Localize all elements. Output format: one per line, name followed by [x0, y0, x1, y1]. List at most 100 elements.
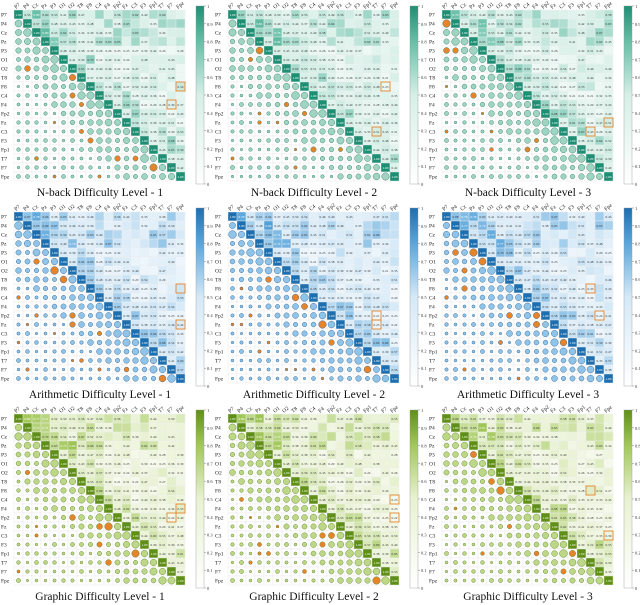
correlation-circle: [542, 164, 549, 171]
value-cell: [336, 212, 345, 221]
correlation-circle: [239, 165, 244, 170]
correlation-circle: [239, 349, 244, 354]
value-label: 0.49: [97, 233, 103, 237]
correlation-circle: [318, 311, 327, 320]
correlation-circle: [34, 174, 39, 179]
diagonal-cell: [586, 154, 595, 163]
value-label: 0.40: [507, 215, 513, 219]
correlation-circle: [489, 147, 494, 152]
value-cell: [131, 257, 140, 266]
colorbar-tick-label: 0.4: [635, 111, 640, 116]
correlation-circle: [479, 101, 486, 108]
correlation-circle: [283, 110, 290, 117]
correlation-circle: [497, 83, 504, 90]
value-label: 0.21: [311, 251, 317, 255]
value-cell: [372, 37, 381, 46]
value-cell: [532, 10, 541, 19]
value-cell: [381, 10, 390, 19]
diagonal-cell: [469, 239, 478, 248]
value-label: 0.45: [293, 49, 299, 53]
correlation-circle: [96, 128, 103, 135]
correlation-circle: [248, 174, 253, 179]
value-cell: [237, 212, 246, 221]
row-label: T8: [1, 76, 7, 82]
correlation-circle: [14, 230, 23, 239]
value-label: 0.36: [106, 287, 112, 291]
value-label: 0.64: [365, 332, 371, 336]
correlation-circle: [328, 339, 335, 346]
column-label: Fpz: [389, 0, 400, 10]
row-label: F4: [429, 305, 435, 311]
value-cell: [122, 257, 131, 266]
correlation-circle: [462, 66, 467, 71]
value-cell: [550, 239, 559, 248]
value-label: 0.34: [124, 287, 130, 291]
value-cell: [586, 145, 595, 154]
value-label: 0.41: [70, 58, 76, 62]
correlation-circle: [142, 165, 147, 170]
correlation-circle: [239, 84, 244, 89]
value-cell: [167, 302, 176, 311]
value-label: 0.41: [169, 359, 175, 363]
value-label: 0.61: [570, 121, 576, 125]
correlation-circle: [230, 120, 235, 125]
column-label: P7: [13, 2, 21, 10]
value-label: 0.73: [52, 40, 58, 44]
diagonal-cell: [505, 73, 514, 82]
correlation-circle: [105, 357, 112, 364]
value-label: 0.36: [552, 103, 558, 107]
correlation-circle: [52, 367, 57, 372]
diagonal-cell: [451, 221, 460, 230]
correlation-circle: [460, 37, 469, 46]
value-label: 0.48: [579, 31, 585, 35]
value-label: 0.63: [293, 13, 299, 17]
correlation-circle: [310, 321, 317, 328]
diagonal-label: 1.00: [124, 121, 130, 125]
correlation-circle: [42, 83, 49, 90]
value-cell: [167, 37, 176, 46]
value-label: 0.52: [320, 260, 326, 264]
value-label: 0.67: [133, 112, 139, 116]
diagonal-cell: [113, 311, 122, 320]
value-cell: [273, 212, 282, 221]
value-label: 0.52: [106, 94, 112, 98]
correlation-circle: [256, 56, 263, 63]
value-cell: [77, 10, 86, 19]
correlation-circle: [560, 164, 567, 171]
row-label: Cz: [1, 31, 8, 37]
correlation-circle: [23, 239, 32, 248]
value-cell: [86, 55, 95, 64]
correlation-circle: [462, 111, 467, 116]
correlation-circle: [142, 376, 147, 381]
correlation-circle: [284, 174, 289, 179]
colorbar-tick-label: 0.8: [421, 242, 427, 247]
correlation-circle: [52, 156, 57, 161]
value-cell: [131, 266, 140, 275]
value-label: 0.58: [115, 85, 121, 89]
correlation-circle: [16, 331, 21, 336]
correlation-circle: [248, 349, 253, 354]
value-cell: [86, 10, 95, 19]
value-cell: [86, 46, 95, 55]
value-cell: [586, 248, 595, 257]
value-cell: [104, 46, 113, 55]
value-cell: [372, 10, 381, 19]
value-label: 0.48: [88, 22, 94, 26]
correlation-circle: [43, 147, 48, 152]
diagonal-label: 1.00: [88, 287, 94, 291]
value-label: 0.51: [320, 233, 326, 237]
value-label: 0.50: [311, 76, 317, 80]
correlation-circle: [265, 294, 272, 301]
correlation-circle: [25, 102, 30, 107]
correlation-circle: [105, 321, 112, 328]
correlation-circle: [282, 82, 291, 91]
correlation-circle: [78, 285, 85, 292]
value-cell: [327, 46, 336, 55]
value-cell: [604, 127, 613, 136]
value-cell: [496, 221, 505, 230]
row-label: O2: [215, 67, 222, 73]
value-label: 0.35: [293, 242, 299, 246]
value-label: 0.54: [302, 215, 308, 219]
value-label: 0.22: [97, 58, 103, 62]
correlation-circle: [451, 37, 460, 46]
